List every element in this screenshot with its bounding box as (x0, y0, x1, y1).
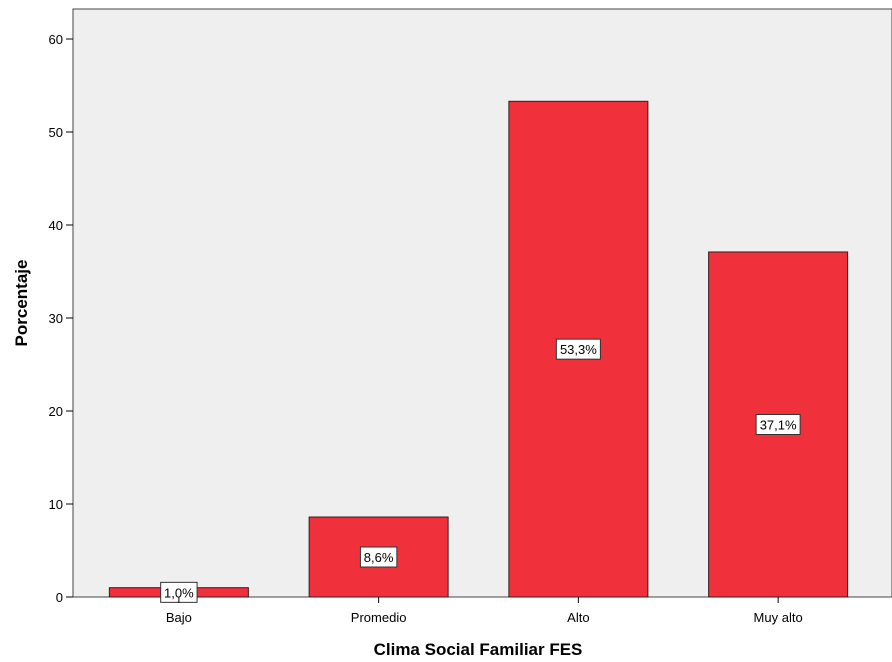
data-label: 8,6% (359, 546, 398, 568)
data-label: 37,1% (755, 413, 801, 435)
data-label-box (359, 546, 398, 568)
y-tick-label: 10 (49, 497, 63, 512)
data-label: 1,0% (160, 581, 198, 603)
y-tick-label: 40 (49, 218, 63, 233)
x-tick-label: Promedio (351, 610, 407, 625)
y-tick-label: 30 (49, 311, 63, 326)
data-label: 53,3% (555, 338, 601, 360)
x-tick-label: Muy alto (754, 610, 803, 625)
bars: 1,0% 8,6% 53,3% 37,1% (108, 100, 849, 603)
data-label-text: 37,1% (760, 417, 797, 432)
data-label-box (555, 338, 601, 360)
data-label-text: 8,6% (364, 550, 394, 565)
x-axis-ticks: Bajo Promedio Alto Muy alto (166, 597, 803, 625)
y-axis-title: Porcentaje (12, 260, 31, 347)
y-tick-label: 0 (56, 590, 63, 605)
data-label-text: 53,3% (560, 342, 597, 357)
y-axis-ticks: 0 10 20 30 40 50 60 (49, 32, 73, 605)
y-tick-label: 20 (49, 404, 63, 419)
y-tick-label: 50 (49, 125, 63, 140)
x-tick-label: Bajo (166, 610, 192, 625)
x-axis-title: Clima Social Familiar FES (374, 640, 583, 659)
data-label-text: 1,0% (164, 585, 194, 600)
x-tick-label: Alto (567, 610, 589, 625)
data-label-box (755, 413, 801, 435)
y-tick-label: 60 (49, 32, 63, 47)
